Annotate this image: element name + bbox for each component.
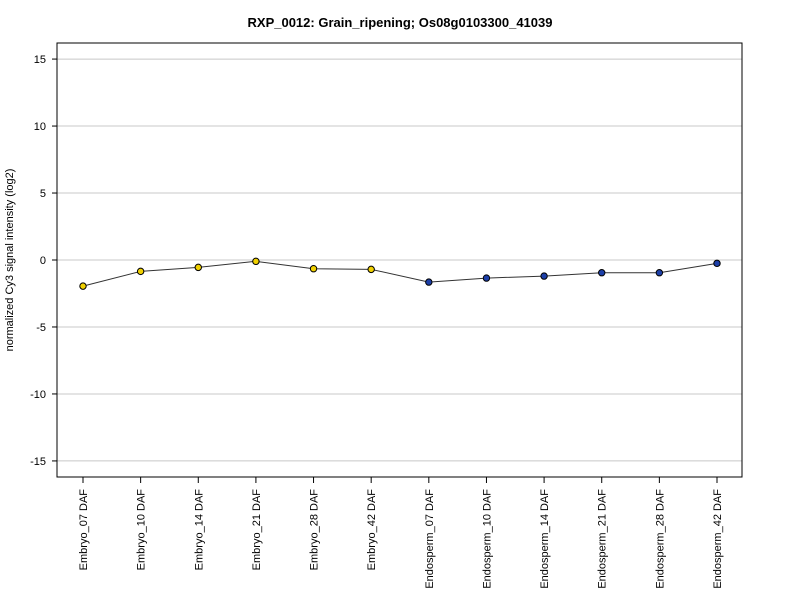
y-tick-label: -5: [36, 322, 46, 334]
data-point: [655, 269, 664, 277]
x-tick-label: Embryo_07 DAF: [78, 489, 90, 571]
data-point: [425, 278, 433, 286]
y-tick-label: 0: [40, 255, 46, 267]
data-point: [713, 259, 721, 268]
y-axis: -15 -10 -5 0 5 10 15: [30, 54, 57, 468]
data-point: [540, 272, 548, 280]
series-line: [82, 260, 718, 287]
x-axis: Embryo_07 DAF Embryo_10 DAF Embryo_14 DAF E…: [78, 477, 724, 589]
x-tick-label: Embryo_21 DAF: [251, 489, 263, 571]
y-tick-label: 5: [40, 188, 46, 200]
data-point: [136, 267, 145, 276]
data-point: [598, 269, 606, 277]
x-tick-label: Endosperm_28 DAF: [654, 489, 666, 589]
data-point: [252, 257, 260, 266]
data-point: [194, 263, 202, 272]
y-tick-label: -10: [30, 389, 46, 401]
x-tick-label: Embryo_14 DAF: [193, 489, 205, 571]
gridlines: [57, 58, 742, 462]
x-tick-label: Embryo_42 DAF: [366, 489, 378, 571]
data-point: [309, 265, 318, 273]
plot-area: [79, 257, 721, 290]
x-tick-label: Embryo_10 DAF: [136, 489, 148, 571]
y-tick-label: 15: [34, 54, 46, 66]
data-point: [482, 274, 491, 282]
data-point: [367, 265, 375, 274]
y-tick-label: 10: [34, 121, 46, 133]
x-tick-label: Endosperm_07 DAF: [424, 489, 436, 589]
x-tick-label: Endosperm_10 DAF: [481, 489, 493, 589]
x-tick-label: Embryo_28 DAF: [309, 489, 321, 571]
y-axis-label: normalized Cy3 signal intensity (log2): [4, 169, 16, 352]
y-tick-label: -15: [30, 456, 46, 468]
x-tick-label: Endosperm_42 DAF: [712, 489, 724, 589]
x-tick-label: Endosperm_21 DAF: [597, 489, 609, 589]
chart-title: RXP_0012: Grain_ripening; Os08g0103300_4…: [248, 15, 553, 30]
data-point: [79, 282, 87, 290]
x-tick-label: Endosperm_14 DAF: [539, 489, 551, 589]
